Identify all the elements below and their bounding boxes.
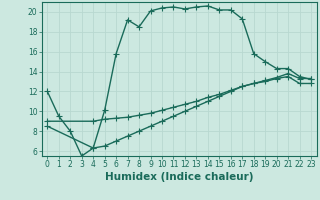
- X-axis label: Humidex (Indice chaleur): Humidex (Indice chaleur): [105, 172, 253, 182]
